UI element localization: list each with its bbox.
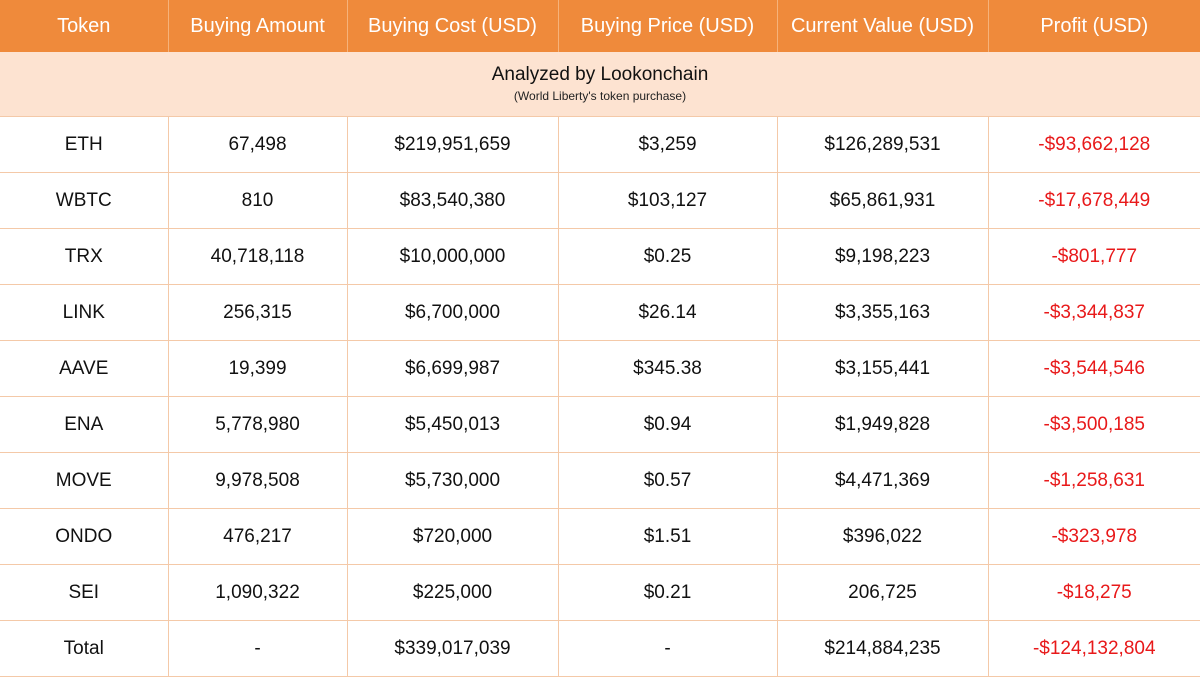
cell-buying-cost: $83,540,380: [347, 172, 559, 229]
cell-current-value: $3,355,163: [777, 284, 989, 341]
cell-current-value: $4,471,369: [777, 452, 989, 509]
cell-buying-amount: -: [168, 620, 348, 677]
cell-token: MOVE: [0, 452, 169, 509]
cell-buying-amount: 256,315: [168, 284, 348, 341]
cell-profit: -$3,500,185: [988, 396, 1200, 453]
cell-buying-price: $3,259: [558, 116, 778, 173]
table-row: ETH 67,498 $219,951,659 $3,259 $126,289,531-…: [0, 116, 1200, 173]
cell-token: LINK: [0, 284, 169, 341]
cell-buying-price: -: [558, 620, 778, 677]
table-body: ETH 67,498 $219,951,659 $3,259 $126,289,531-…: [0, 116, 1200, 677]
cell-buying-cost: $219,951,659: [347, 116, 559, 173]
cell-buying-cost: $720,000: [347, 508, 559, 565]
cell-current-value: $1,949,828: [777, 396, 989, 453]
cell-buying-cost: $6,699,987: [347, 340, 559, 397]
cell-buying-price: $0.21: [558, 564, 778, 621]
table-row: ONDO 476,217 $720,000 $1.51 $396,022 -$323,97…: [0, 508, 1200, 565]
cell-token: Total: [0, 620, 169, 677]
cell-buying-price: $26.14: [558, 284, 778, 341]
cell-profit: -$124,132,804: [988, 620, 1200, 677]
banner-row: Analyzed by Lookonchain (World Liberty's…: [0, 52, 1200, 117]
cell-buying-amount: 1,090,322: [168, 564, 348, 621]
banner-subtitle: (World Liberty's token purchase): [513, 89, 687, 103]
banner-cell: Analyzed by Lookonchain (World Liberty's…: [0, 52, 1200, 117]
cell-buying-amount: 19,399: [168, 340, 348, 397]
cell-buying-cost: $225,000: [347, 564, 559, 621]
cell-buying-amount: 40,718,118: [168, 228, 348, 285]
cell-buying-cost: $5,450,013: [347, 396, 559, 453]
cell-token: TRX: [0, 228, 169, 285]
cell-buying-amount: 67,498: [168, 116, 348, 173]
banner-title: Analyzed by Lookonchain: [491, 64, 709, 85]
cell-token: WBTC: [0, 172, 169, 229]
cell-buying-price: $0.25: [558, 228, 778, 285]
cell-profit: -$1,258,631: [988, 452, 1200, 509]
table-row: TRX 40,718,118 $10,000,000 $0.25 $9,198,223-…: [0, 228, 1200, 285]
cell-profit: -$17,678,449: [988, 172, 1200, 229]
cell-current-value: $396,022: [777, 508, 989, 565]
col-header-buying-cost: Buying Cost (USD): [347, 0, 559, 52]
table-row: ENA 5,778,980 $5,450,013 $0.94 $1,949,828 -$3…: [0, 396, 1200, 453]
cell-buying-amount: 810: [168, 172, 348, 229]
cell-buying-amount: 5,778,980: [168, 396, 348, 453]
table-row: WBTC 810 $83,540,380 $103,127 $65,861,931 -$1…: [0, 172, 1200, 229]
cell-token: SEI: [0, 564, 169, 621]
cell-profit: -$18,275: [988, 564, 1200, 621]
cell-token: ETH: [0, 116, 169, 173]
cell-current-value: $65,861,931: [777, 172, 989, 229]
cell-profit: -$323,978: [988, 508, 1200, 565]
table-row: MOVE 9,978,508 $5,730,000 $0.57 $4,471,369 -$…: [0, 452, 1200, 509]
cell-buying-price: $103,127: [558, 172, 778, 229]
cell-token: AAVE: [0, 340, 169, 397]
table-row: SEI 1,090,322 $225,000 $0.21 206,725 -$18,275: [0, 564, 1200, 621]
cell-buying-amount: 9,978,508: [168, 452, 348, 509]
cell-current-value: $214,884,235: [777, 620, 989, 677]
cell-buying-price: $0.57: [558, 452, 778, 509]
cell-token: ENA: [0, 396, 169, 453]
cell-profit: -$801,777: [988, 228, 1200, 285]
cell-current-value: $9,198,223: [777, 228, 989, 285]
table-row: LINK 256,315 $6,700,000 $26.14 $3,355,163 -$3…: [0, 284, 1200, 341]
cell-current-value: $126,289,531: [777, 116, 989, 173]
cell-buying-price: $1.51: [558, 508, 778, 565]
col-header-current-value: Current Value (USD): [777, 0, 989, 52]
col-header-profit: Profit (USD): [988, 0, 1200, 52]
cell-current-value: $3,155,441: [777, 340, 989, 397]
cell-buying-cost: $339,017,039: [347, 620, 559, 677]
col-header-buying-price: Buying Price (USD): [558, 0, 778, 52]
cell-buying-price: $345.38: [558, 340, 778, 397]
cell-buying-price: $0.94: [558, 396, 778, 453]
col-header-token: Token: [0, 0, 169, 52]
cell-profit: -$93,662,128: [988, 116, 1200, 173]
cell-buying-cost: $5,730,000: [347, 452, 559, 509]
table-row: AAVE 19,399 $6,699,987 $345.38 $3,155,441 -$3…: [0, 340, 1200, 397]
cell-profit: -$3,544,546: [988, 340, 1200, 397]
cell-buying-cost: $6,700,000: [347, 284, 559, 341]
cell-profit: -$3,344,837: [988, 284, 1200, 341]
cell-token: ONDO: [0, 508, 169, 565]
total-row: Total - $339,017,039- $214,884,235 -$124,132…: [0, 620, 1200, 677]
header-row: Token Buying Amount Buying Cost (USD) Bu…: [0, 0, 1200, 52]
cell-buying-amount: 476,217: [168, 508, 348, 565]
cell-buying-cost: $10,000,000: [347, 228, 559, 285]
col-header-buying-amount: Buying Amount: [168, 0, 348, 52]
cell-current-value: 206,725: [777, 564, 989, 621]
